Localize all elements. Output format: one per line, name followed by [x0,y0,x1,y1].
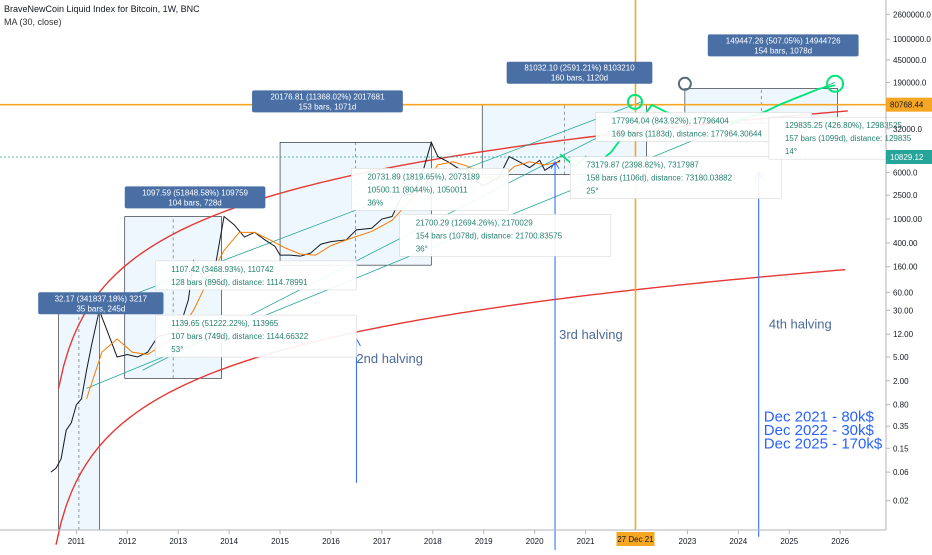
y-tick-label: 2600000.0 [893,10,931,19]
y-tick-label: 160.00 [893,263,918,272]
measure-text: 10500.11 (8044%), 1050011 [367,185,468,194]
date-badge [616,532,655,546]
range-badge-bars: 35 bars, 245d [76,304,125,313]
range-badge-value: 20176.81 (11368.02%) 2017681 [270,92,385,101]
measure-box [155,314,357,358]
chart-title: BraveNewCoin Liquid Index for Bitcoin, 1… [4,4,200,14]
x-tick-label: 2020 [526,537,544,546]
range-badge-bars: 154 bars, 1078d [754,46,812,55]
y-tick-label: 0.02 [893,497,909,506]
range-badge-bars: 160 bars, 1120d [551,74,608,83]
price-badge [886,149,932,164]
measure-text: 1107.42 (3468.93%), 110742 [171,265,274,274]
y-tick-label: 2.00 [893,377,909,386]
measure-text: 129835.25 (426.80%), 12983525 [785,121,903,130]
measure-text: 36° [416,244,428,253]
y-tick-label: 0.35 [893,422,909,431]
date-badge-label: 27 Dec 21 [617,535,654,544]
annotation-text: 4th halving [769,316,832,331]
price-badge-label: 10829.12 [890,153,924,162]
y-tick-label: 12.00 [893,330,914,339]
measure-text: 14° [785,147,797,156]
measure-text: 154 bars (1078d), distance: 21700.83575 [416,231,563,240]
measure-text: 107 bars (749d), distance: 1144.66322 [171,332,308,341]
y-tick-label: 60.00 [893,288,914,297]
x-tick-label: 2025 [780,537,798,546]
annotation-text: Dec 2025 - 170k$ [764,435,883,452]
measure-text: 25° [586,187,598,196]
range-badge-bars: 153 bars, 1071d [299,102,357,111]
measure-text: 157 bars (1099d), distance: 129835 [785,134,912,143]
x-tick-label: 2021 [577,537,595,546]
measure-text: 177964.04 (843.92%), 17796404 [612,116,730,125]
measure-box [155,260,357,291]
y-tick-label: 6000.0 [893,168,918,177]
range-badge [124,186,266,209]
range-badge [252,90,403,113]
measure-text: 158 bars (1106d), distance: 73180.03882 [586,174,732,183]
range-badge-bars: 104 bars, 728d [168,198,221,207]
y-tick-label: 190000.0 [893,78,927,87]
indicator-legend: MA (30, close) [4,17,62,27]
x-tick-label: 2014 [220,537,238,546]
y-tick-label: 1000000.0 [893,35,931,44]
x-tick-label: 2011 [68,537,86,546]
measure-box [399,214,612,257]
range-badge-value: 149447.26 (507.05%) 14944726 [726,36,841,45]
y-tick-label: 400.00 [893,239,918,248]
measure-text: 169 bars (1183d), distance: 177964.30644 [612,129,763,138]
y-tick-label: 5.00 [893,353,909,362]
measure-text: 73179.87 (2398.82%), 7317987 [586,161,699,170]
x-tick-label: 2013 [169,537,187,546]
y-tick-label: 1000.00 [893,215,922,224]
x-tick-label: 2024 [729,537,747,546]
x-tick-label: 2017 [373,537,391,546]
measure-text: 53° [171,345,183,354]
range-badge-value: 32.17 (341837.18%) 3217 [55,294,148,303]
arrow-head [550,160,560,170]
x-tick-label: 2018 [424,537,442,546]
y-tick-label: 30.00 [893,306,914,315]
price-badge-label: 80768.44 [890,101,924,110]
range-badge [506,61,653,84]
highlight-circle [677,76,692,91]
y-tick-label: 450000.0 [893,56,927,65]
highlight-circle [826,74,845,93]
y-tick-label: 32000.0 [893,125,922,134]
range-badge [707,34,859,57]
x-tick-label: 2012 [118,537,136,546]
range-badge-value: 1097.59 (51848.58%) 109759 [142,188,248,197]
measure-text: 21700.29 (12694.26%), 2170029 [416,218,534,227]
y-tick-label: 0.80 [893,401,909,410]
measure-box [570,156,782,199]
y-tick-label: 2500.0 [893,191,918,200]
measure-text: 20731.89 (1819.65%), 2073189 [367,172,480,181]
annotation-text: 2nd halving [356,351,423,366]
highlight-circle [626,93,643,110]
x-tick-label: 2023 [679,537,697,546]
measure-box [351,168,509,211]
x-tick-label: 2016 [322,537,340,546]
price-badge [886,97,932,112]
annotation-text: Dec 2022 - 30k$ [764,422,875,439]
support-curve [55,268,846,545]
range-badge [38,292,164,315]
y-tick-label: 0.06 [893,468,909,477]
range-badge-value: 81032.10 (2591.21%) 8103210 [524,64,635,73]
x-tick-label: 2015 [271,537,289,546]
y-tick-label: 0.15 [893,444,909,453]
x-tick-label: 2026 [831,537,849,546]
x-tick-label: 2019 [475,537,493,546]
measure-text: 1139.65 (51222.22%), 113965 [171,319,278,328]
annotation-text: Dec 2021 - 80k$ [764,408,875,425]
measure-text: 128 bars (896d), distance: 1114.78991 [171,278,308,287]
measure-text: 36% [367,198,383,207]
annotation-text: 3rd halving [559,327,623,342]
